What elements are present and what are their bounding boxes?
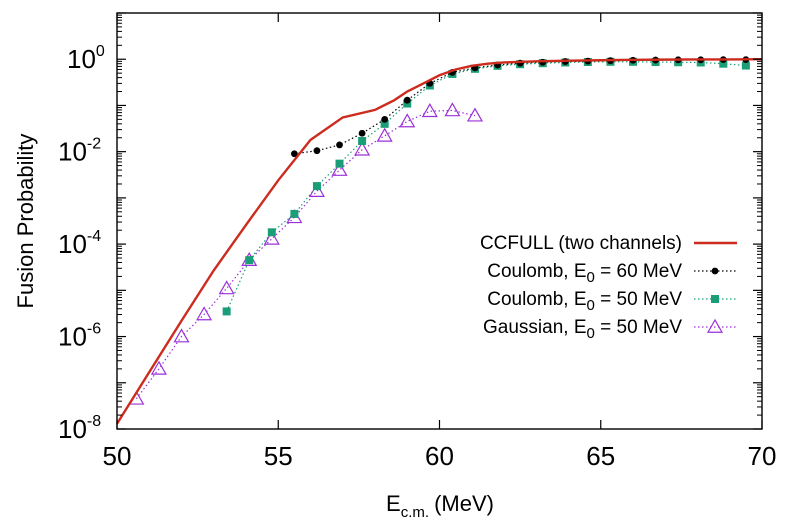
legend-label: Gaussian, E0 = 50 MeV xyxy=(483,317,682,342)
legend: CCFULL (two channels) Coulomb, E0 = 60 Me… xyxy=(480,233,737,342)
legend-label: CCFULL (two channels) xyxy=(480,233,682,254)
y-tick-label: 10-8 xyxy=(58,413,101,444)
data-point xyxy=(399,113,416,128)
data-point xyxy=(150,360,167,375)
data-point xyxy=(719,59,728,68)
data-point xyxy=(173,328,190,343)
data-point xyxy=(263,230,280,245)
data-point xyxy=(421,103,438,118)
data-point xyxy=(358,137,367,146)
legend-marker xyxy=(711,267,719,275)
data-point xyxy=(218,280,235,295)
data-point xyxy=(336,141,343,149)
y-tick-label: 100 xyxy=(67,43,105,74)
legend-marker xyxy=(711,295,719,303)
y-tick-label: 10-4 xyxy=(58,228,101,259)
series-0 xyxy=(115,58,763,425)
data-point xyxy=(354,141,371,156)
data-point xyxy=(331,161,348,176)
ccfull-curve xyxy=(115,58,763,425)
data-point xyxy=(741,61,750,70)
x-tick-label: 65 xyxy=(586,441,615,471)
data-point xyxy=(290,209,299,218)
legend-marker xyxy=(706,318,724,333)
data-point xyxy=(308,182,325,197)
y-tick-label: 10-6 xyxy=(58,321,101,352)
data-point xyxy=(444,102,461,117)
data-point xyxy=(290,150,298,158)
x-axis-label: Ec.m. (MeV) xyxy=(386,491,494,519)
data-point xyxy=(376,127,393,142)
x-tick-label: 55 xyxy=(264,441,293,471)
data-point xyxy=(466,107,484,122)
data-point xyxy=(380,119,389,128)
series-layer xyxy=(115,56,763,425)
data-point xyxy=(196,306,213,321)
data-point xyxy=(245,256,254,265)
legend-label: Coulomb, E0 = 50 MeV xyxy=(487,289,682,314)
data-point xyxy=(403,96,411,104)
data-point xyxy=(267,228,276,237)
series-3 xyxy=(128,102,484,405)
legend-label: Coulomb, E0 = 60 MeV xyxy=(487,261,682,286)
y-tick-label: 10-2 xyxy=(58,136,101,167)
data-point xyxy=(312,182,321,191)
data-point xyxy=(358,129,366,137)
series-line xyxy=(135,109,476,400)
x-tick-label: 50 xyxy=(103,441,132,471)
y-axis-label: Fusion Probability xyxy=(13,134,38,309)
data-point xyxy=(222,307,231,316)
x-tick-label: 70 xyxy=(748,441,777,471)
data-point xyxy=(335,159,344,168)
data-point xyxy=(313,147,321,155)
data-point xyxy=(381,115,389,123)
ticks-layer: 50 55 60 65 70 10-8 10-6 10-4 10-2 100 xyxy=(58,12,777,471)
x-tick-label: 60 xyxy=(425,441,454,471)
